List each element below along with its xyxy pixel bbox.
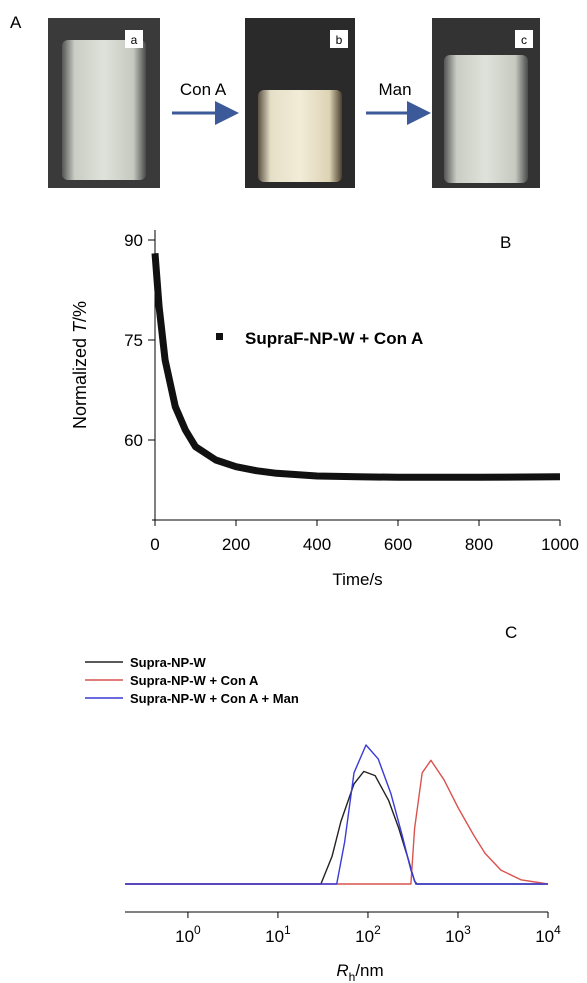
x-axis-label: Rh/nm xyxy=(336,961,383,983)
series-line xyxy=(151,253,561,481)
panel-label: A xyxy=(10,13,22,32)
x-tick-label: 103 xyxy=(445,923,471,946)
y-tick-label: 75 xyxy=(124,331,143,350)
photo: b xyxy=(245,18,355,188)
legend-label: SupraF-NP-W + Con A xyxy=(245,329,423,348)
x-tick-label: 102 xyxy=(355,923,381,946)
arrow-label: Con A xyxy=(180,80,227,99)
legend-label: Supra-NP-W + Con A + Man xyxy=(130,691,299,706)
x-axis-label: Time/s xyxy=(332,570,382,589)
x-tick-label: 101 xyxy=(265,923,291,946)
x-tick-exponent: 0 xyxy=(194,923,201,937)
x-tick-base: 10 xyxy=(265,927,284,946)
x-tick-exponent: 2 xyxy=(374,923,381,937)
y-axis-label: Normalized T/% xyxy=(70,301,90,429)
legend-marker xyxy=(216,333,223,340)
x-label-symbol: R xyxy=(336,961,348,980)
y-label-part: T xyxy=(70,320,90,333)
photo-label: c xyxy=(521,33,527,47)
photo: a xyxy=(48,18,160,188)
y-label-part: /% xyxy=(70,301,90,322)
x-label-unit: /nm xyxy=(355,961,383,980)
x-tick-label: 600 xyxy=(384,535,412,554)
legend-label: Supra-NP-W xyxy=(130,655,207,670)
photo-label: a xyxy=(131,33,138,47)
legend-label: Supra-NP-W + Con A xyxy=(130,673,259,688)
series-line xyxy=(125,770,548,885)
panel-label: C xyxy=(505,623,517,642)
x-tick-label: 1000 xyxy=(541,535,579,554)
x-tick-base: 10 xyxy=(355,927,374,946)
x-tick-base: 10 xyxy=(175,927,194,946)
x-tick-base: 10 xyxy=(445,927,464,946)
x-tick-label: 400 xyxy=(303,535,331,554)
panel-label: B xyxy=(500,233,511,252)
series-line xyxy=(125,744,548,885)
x-tick-base: 10 xyxy=(535,927,554,946)
x-tick-exponent: 1 xyxy=(284,923,291,937)
series-line xyxy=(125,759,549,885)
photo-label: b xyxy=(336,33,343,47)
x-tick-label: 104 xyxy=(535,923,561,946)
x-label-subscript: h xyxy=(349,970,356,983)
x-tick-label: 100 xyxy=(175,923,201,946)
arrow-label: Man xyxy=(378,80,411,99)
x-tick-label: 0 xyxy=(150,535,159,554)
x-tick-exponent: 3 xyxy=(464,923,471,937)
y-tick-label: 90 xyxy=(124,231,143,250)
y-tick-label: 60 xyxy=(124,431,143,450)
photo: c xyxy=(432,18,540,188)
y-label-part: Normalized xyxy=(70,333,90,429)
x-tick-label: 200 xyxy=(222,535,250,554)
x-tick-exponent: 4 xyxy=(554,923,561,937)
x-tick-label: 800 xyxy=(465,535,493,554)
